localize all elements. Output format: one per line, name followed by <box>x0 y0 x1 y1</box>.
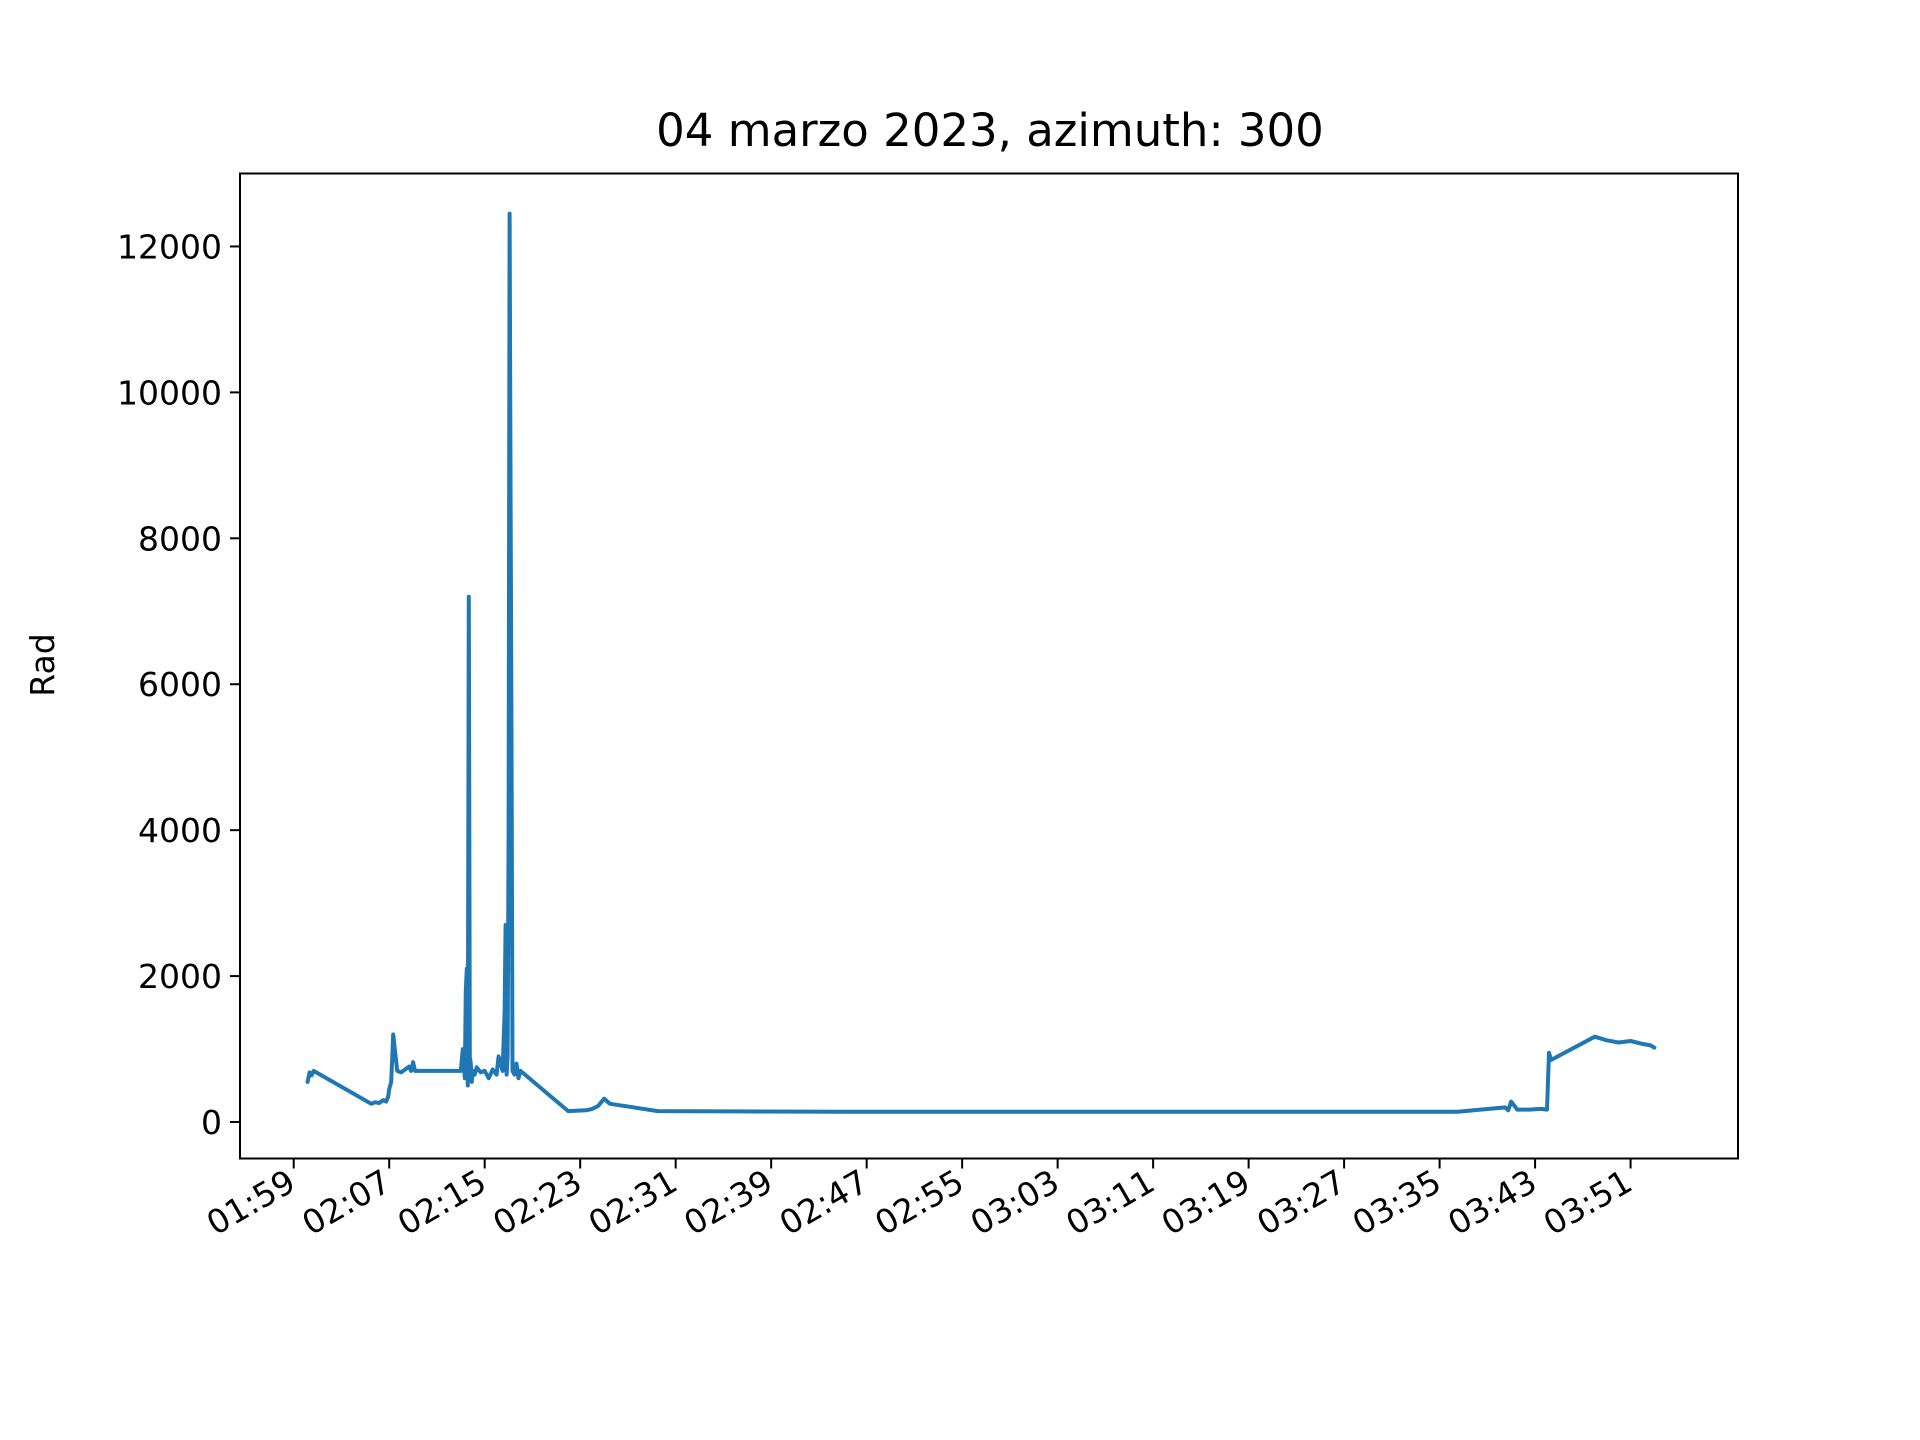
y-tick-label: 8000 <box>138 519 222 558</box>
x-tick-label: 03:27 <box>1250 1162 1352 1243</box>
plot-frame <box>239 172 1739 1160</box>
x-tick-label: 03:11 <box>1059 1162 1161 1243</box>
x-tick-label: 02:15 <box>391 1162 493 1243</box>
x-tick-label: 03:43 <box>1441 1162 1543 1243</box>
y-tick-label: 4000 <box>138 811 222 850</box>
x-tick-label: 02:23 <box>486 1162 588 1243</box>
plot-area <box>305 211 1657 1114</box>
y-axis-label: Rad <box>23 633 62 696</box>
x-tick-label: 03:19 <box>1155 1162 1257 1243</box>
y-tick-label: 12000 <box>117 227 222 266</box>
y-tick-label: 0 <box>201 1103 222 1142</box>
y-axis: 0 2000 4000 6000 8000 10000 12000 <box>117 227 240 1142</box>
x-axis: 01:5902:0702:1502:2302:3102:3902:4702:55… <box>200 1158 1639 1243</box>
y-tick-label: 2000 <box>138 957 222 996</box>
chart-title: 04 marzo 2023, azimuth: 300 <box>656 104 1324 157</box>
y-tick-label: 6000 <box>138 665 222 704</box>
x-tick-label: 01:59 <box>200 1162 302 1243</box>
x-tick-label: 02:31 <box>582 1162 684 1243</box>
x-tick-label: 03:35 <box>1346 1162 1448 1243</box>
x-tick-label: 02:07 <box>295 1162 397 1243</box>
x-tick-label: 02:55 <box>868 1162 970 1243</box>
y-tick-label: 10000 <box>117 373 222 412</box>
x-tick-label: 02:39 <box>677 1162 779 1243</box>
x-tick-label: 03:51 <box>1537 1162 1639 1243</box>
x-tick-label: 02:47 <box>773 1162 875 1243</box>
series-line <box>305 211 1657 1114</box>
x-tick-label: 03:03 <box>964 1162 1066 1243</box>
